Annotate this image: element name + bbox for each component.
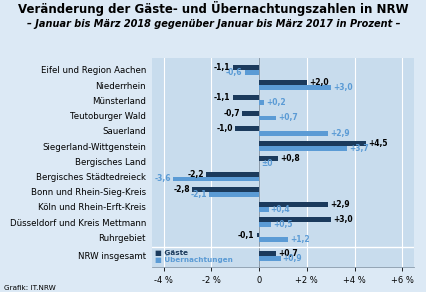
Bar [259, 237, 287, 242]
Text: +0,8: +0,8 [279, 154, 299, 163]
Text: – Januar bis März 2018 gegenüber Januar bis März 2017 in Prozent –: – Januar bis März 2018 gegenüber Januar … [27, 19, 399, 29]
Bar [259, 131, 328, 136]
Text: +3,0: +3,0 [332, 83, 351, 92]
Text: ■ Übernachtungen: ■ Übernachtungen [155, 255, 233, 263]
Bar [259, 141, 366, 146]
Bar [235, 126, 259, 131]
Text: ±0: ±0 [261, 159, 272, 168]
Bar [256, 233, 259, 237]
Text: -1,0: -1,0 [216, 124, 233, 133]
Bar [259, 85, 330, 90]
Text: -1,1: -1,1 [213, 63, 230, 72]
Bar [259, 207, 268, 212]
Text: -2,8: -2,8 [173, 185, 190, 194]
Text: +2,0: +2,0 [308, 78, 328, 87]
Text: +0,4: +0,4 [270, 205, 290, 214]
Text: +0,7: +0,7 [277, 249, 297, 258]
Text: -0,7: -0,7 [223, 109, 239, 118]
Bar [232, 65, 259, 70]
Text: ■ Gäste: ■ Gäste [155, 250, 188, 256]
Bar [192, 187, 259, 192]
Bar [173, 176, 259, 181]
Bar [259, 217, 330, 222]
Text: +0,2: +0,2 [265, 98, 285, 107]
Text: +2,9: +2,9 [330, 200, 349, 209]
Text: +1,2: +1,2 [289, 235, 309, 244]
Text: Veränderung der Gäste- und Übernachtungszahlen in NRW: Veränderung der Gäste- und Übernachtungs… [18, 1, 408, 15]
Bar [259, 116, 275, 120]
Bar [208, 192, 259, 197]
Bar [259, 251, 275, 256]
Bar [259, 146, 346, 151]
Bar [259, 100, 263, 105]
Text: -1,1: -1,1 [213, 93, 230, 102]
Bar [244, 70, 259, 75]
Bar [242, 111, 259, 116]
Bar [259, 256, 280, 261]
Text: -0,6: -0,6 [225, 68, 242, 77]
Bar [206, 172, 259, 176]
Text: +4,5: +4,5 [368, 139, 387, 148]
Text: +0,9: +0,9 [282, 254, 302, 263]
Text: +0,5: +0,5 [273, 220, 292, 229]
Text: Grafik: IT.NRW: Grafik: IT.NRW [4, 284, 56, 291]
Bar [259, 222, 271, 227]
Text: +2,9: +2,9 [330, 129, 349, 138]
Text: -3,6: -3,6 [154, 174, 170, 183]
Bar [232, 95, 259, 100]
Text: -0,1: -0,1 [237, 230, 254, 239]
Bar [259, 80, 306, 85]
Text: +3,7: +3,7 [348, 144, 368, 153]
Bar [259, 157, 277, 161]
Text: -2,1: -2,1 [190, 190, 206, 199]
Text: +0,7: +0,7 [277, 114, 297, 122]
Bar [259, 202, 328, 207]
Text: -2,2: -2,2 [187, 170, 204, 179]
Text: +3,0: +3,0 [332, 215, 351, 224]
